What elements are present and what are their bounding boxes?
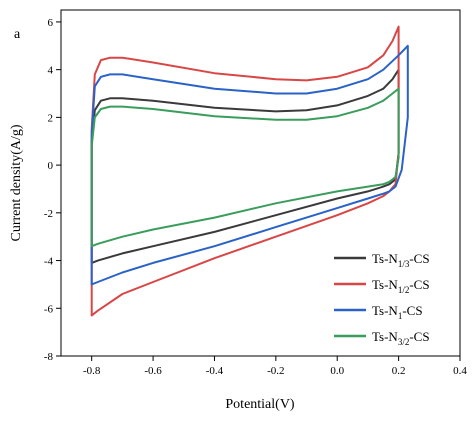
- legend-label: Ts-N1/3-CS: [372, 251, 430, 269]
- legend-label-main: Ts-N: [372, 303, 398, 318]
- y-tick-label: -6: [44, 303, 54, 315]
- x-tick-label: -0.8: [83, 365, 101, 377]
- legend-label-main: Ts-N: [372, 277, 398, 292]
- legend-label: Ts-N1/2-CS: [372, 277, 430, 295]
- plot-frame: [60, 9, 461, 357]
- y-tick-label: 6: [48, 17, 54, 29]
- x-axis-label: Potential(V): [225, 397, 295, 412]
- panel-label: a: [14, 27, 21, 42]
- legend-label-main: Ts-N: [372, 251, 398, 266]
- x-tick-label: -0.2: [267, 365, 284, 377]
- x-tick-label: 0.2: [392, 365, 406, 377]
- y-tick-label: 2: [48, 112, 54, 124]
- legend-label-tail: -CS: [409, 329, 429, 344]
- legend-label-tail: -CS: [409, 251, 429, 266]
- legend-label-sub: 1: [398, 311, 403, 321]
- x-tick-label: 0.4: [453, 365, 467, 377]
- x-tick-label: 0.0: [330, 365, 344, 377]
- legend-label-sub: 3/2: [398, 337, 410, 347]
- y-tick-label: -2: [44, 208, 53, 220]
- y-tick-label: -4: [44, 256, 54, 268]
- legend-label: Ts-N3/2-CS: [372, 329, 430, 347]
- legend-label-sub: 1/2: [398, 285, 410, 295]
- series-line-1: [90, 25, 400, 317]
- x-tick-label: -0.4: [206, 365, 224, 377]
- legend-label: Ts-N1-CS: [372, 303, 423, 321]
- legend-label-tail: -CS: [409, 277, 429, 292]
- y-tick-label: -8: [44, 351, 54, 363]
- legend-label-tail: -CS: [402, 303, 422, 318]
- x-tick-label: -0.6: [144, 365, 162, 377]
- series-line-3: [90, 87, 400, 248]
- legend-label-sub: 1/3: [398, 259, 410, 269]
- series-layer: [90, 25, 409, 317]
- y-tick-label: 0: [48, 160, 54, 172]
- series-line-2: [90, 44, 409, 286]
- axis-layer: -0.8 -0.6 -0.4 -0.2 0.0 0.2 0.4 -8 -6 -4 -2 0 2 4 6: [44, 17, 468, 377]
- legend-label-main: Ts-N: [372, 329, 398, 344]
- y-tick-label: 4: [48, 65, 54, 77]
- y-axis-label: Current density(A/g): [9, 124, 24, 241]
